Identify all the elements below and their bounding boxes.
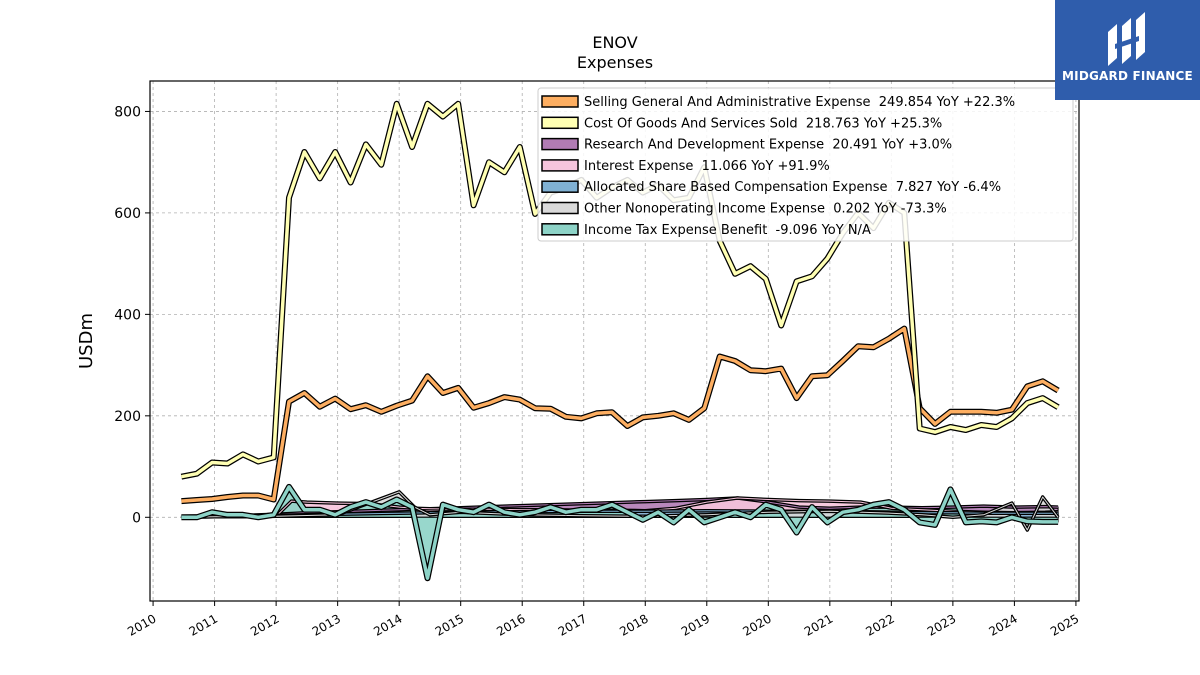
x-tick-label: 2025 — [1048, 611, 1081, 638]
logo-mark-icon — [1108, 12, 1145, 66]
x-tick-label: 2021 — [802, 611, 835, 638]
x-tick-label: 2020 — [740, 611, 773, 638]
legend-swatch-3 — [541, 159, 579, 172]
legend-swatch-2 — [541, 137, 579, 151]
x-tick-label: 2019 — [679, 611, 712, 638]
legend-box — [537, 87, 1074, 242]
legend-swatch-1 — [541, 116, 579, 130]
x-tick-label: 2017 — [556, 611, 589, 638]
legend-swatch-0 — [541, 95, 579, 108]
chart-subtitle: Expenses — [577, 53, 653, 72]
y-tick-label: 400 — [114, 307, 141, 323]
x-tick-label: 2022 — [863, 611, 896, 638]
x-tick-label: 2013 — [310, 611, 343, 638]
series-line-6 — [181, 485, 1059, 580]
legend-label-6: Income Tax Expense Benefit -9.096 YoY N/… — [584, 223, 871, 238]
y-axis-label: USDm — [76, 313, 97, 369]
y-tick-label: 600 — [114, 206, 141, 222]
y-tick-label: 200 — [114, 409, 141, 425]
x-tick-label: 2011 — [187, 611, 220, 638]
plot-frame — [149, 80, 1080, 602]
x-tick-label: 2016 — [494, 611, 527, 638]
logo-text: MIDGARD FINANCE — [1062, 69, 1193, 83]
midgard-finance-logo: MIDGARD FINANCE — [1055, 0, 1200, 100]
series-line-0 — [181, 326, 1059, 503]
legend-swatch-6 — [541, 223, 579, 236]
y-tick-label: 800 — [114, 104, 141, 120]
legend-label-1: Cost Of Goods And Services Sold 218.763 … — [584, 116, 942, 131]
x-tick-label: 2014 — [371, 611, 404, 638]
legend-label-5: Other Nonoperating Income Expense 0.202 … — [584, 202, 947, 217]
series-layer — [180, 100, 1060, 582]
chart-title: ENOV — [592, 33, 637, 52]
legend-swatch-5 — [541, 201, 579, 215]
legend: Selling General And Administrative Expen… — [537, 87, 1074, 242]
y-tick-label: 0 — [132, 510, 141, 526]
legend-label-4: Allocated Share Based Compensation Expen… — [584, 180, 1001, 195]
x-tick-label: 2018 — [617, 611, 650, 638]
x-tick-label: 2010 — [125, 611, 158, 638]
legend-label-0: Selling General And Administrative Expen… — [584, 95, 1015, 110]
legend-label-2: Research And Development Expense 20.491 … — [584, 138, 952, 153]
x-tick-label: 2024 — [986, 611, 1019, 638]
x-tick-label: 2012 — [248, 611, 281, 638]
x-tick-label: 2023 — [925, 611, 958, 638]
x-tick-label: 2015 — [433, 611, 466, 638]
legend-label-3: Interest Expense 11.066 YoY +91.9% — [584, 159, 830, 174]
legend-swatch-4 — [541, 180, 579, 193]
